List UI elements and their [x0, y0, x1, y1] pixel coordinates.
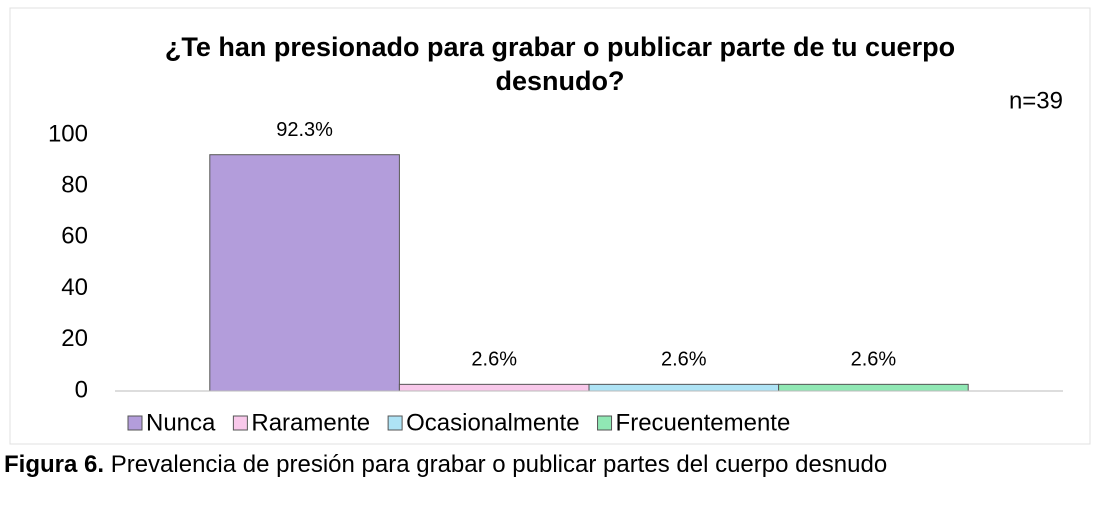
- legend-label: Ocasionalmente: [406, 409, 579, 436]
- bar: [778, 383, 969, 392]
- legend-swatch: [387, 415, 403, 431]
- chart: n=39 0 20 40 60 80 100 92.3% 2.6% 2.6% 2.6% Nunca R…: [9, 7, 1091, 445]
- bar: [398, 383, 590, 392]
- caption-text: Prevalencia de presión para grabar o pub…: [110, 451, 888, 478]
- annotation: n=39: [1009, 87, 1063, 114]
- caption: Figura 6. Prevalencia de presión para gr…: [4, 448, 1094, 482]
- y-tick-label: 100: [48, 120, 88, 147]
- bar: [588, 383, 780, 392]
- value-label: 2.6%: [471, 349, 517, 371]
- chart-frame: [9, 7, 1091, 445]
- legend-label: Raramente: [251, 409, 370, 436]
- bar: [209, 154, 400, 392]
- caption-label: Figura 6.: [4, 451, 105, 478]
- y-tick-label: 20: [61, 325, 88, 352]
- value-label: 2.6%: [661, 349, 707, 371]
- legend-label: Frecuentemente: [616, 409, 791, 436]
- y-tick-label: 80: [61, 172, 88, 199]
- y-tick-label: 40: [61, 274, 88, 301]
- y-tick-label: 60: [61, 223, 88, 250]
- legend-swatch: [232, 415, 248, 431]
- chart-title: ¿Te han presionado para grabar o publica…: [164, 32, 956, 96]
- legend-swatch: [597, 415, 613, 431]
- y-tick-label: 0: [75, 376, 88, 403]
- value-label: 92.3%: [276, 119, 333, 141]
- value-label: 2.6%: [851, 349, 897, 371]
- legend-label: Nunca: [146, 409, 216, 436]
- legend-swatch: [127, 415, 143, 431]
